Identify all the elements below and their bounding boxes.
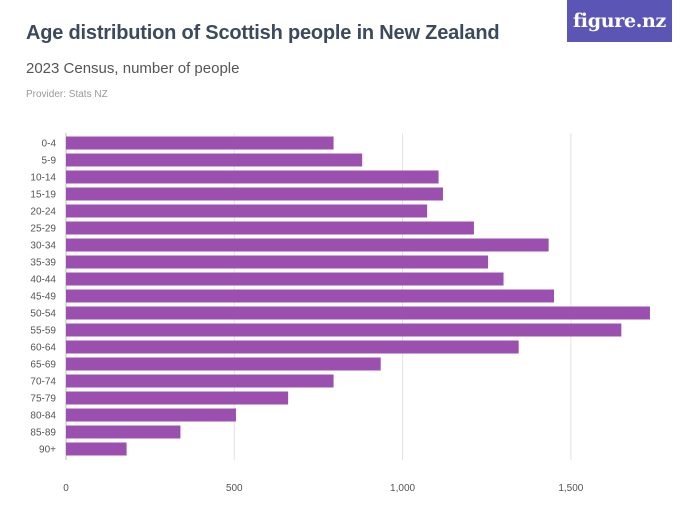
category-label: 35-39 [30,258,56,269]
category-labels: 0-4 5-9 10-14 15-19 20-24 25-29 30-34 35-39 40-4… [30,139,56,456]
category-label: 50-54 [30,309,56,320]
bar[interactable] [66,323,622,337]
category-label: 80-84 [30,411,56,422]
category-label: 70-74 [30,377,56,388]
category-label: 25-29 [30,224,56,235]
bar[interactable] [66,408,236,422]
category-label: 0-4 [42,139,57,150]
bar[interactable] [66,136,334,150]
x-tick-label: 1,000 [390,483,415,494]
figure-nz-logo[interactable]: figure.nz [567,0,672,42]
bar[interactable] [66,442,127,456]
bar[interactable] [66,170,439,184]
category-label: 5-9 [42,156,57,167]
bar[interactable] [66,153,363,167]
category-label: 10-14 [30,173,56,184]
category-label: 20-24 [30,207,56,218]
bar[interactable] [66,391,289,405]
bar[interactable] [66,272,504,286]
category-label: 45-49 [30,292,56,303]
bar[interactable] [66,204,428,218]
category-label: 65-69 [30,360,56,371]
bar[interactable] [66,425,181,439]
bar[interactable] [66,357,381,371]
category-label: 60-64 [30,343,56,354]
category-label: 55-59 [30,326,56,337]
bars [66,136,650,456]
category-label: 90+ [39,445,56,456]
bar[interactable] [66,187,443,201]
category-label: 15-19 [30,190,56,201]
category-label: 40-44 [30,275,56,286]
x-tick-label: 1,500 [558,483,583,494]
bar[interactable] [66,306,650,320]
x-axis-ticks: 0 500 1,000 1,500 [63,483,584,494]
bar[interactable] [66,221,474,235]
bar[interactable] [66,238,549,252]
provider-label: Provider: Stats NZ [26,89,108,100]
bar[interactable] [66,340,519,354]
chart-title: Age distribution of Scottish people in N… [26,22,500,44]
category-label: 85-89 [30,428,56,439]
bar[interactable] [66,255,489,269]
bar[interactable] [66,289,555,303]
x-tick-label: 0 [63,483,69,494]
x-tick-label: 500 [226,483,243,494]
category-label: 30-34 [30,241,56,252]
category-label: 75-79 [30,394,56,405]
bar[interactable] [66,374,334,388]
chart-subtitle: 2023 Census, number of people [26,60,240,77]
